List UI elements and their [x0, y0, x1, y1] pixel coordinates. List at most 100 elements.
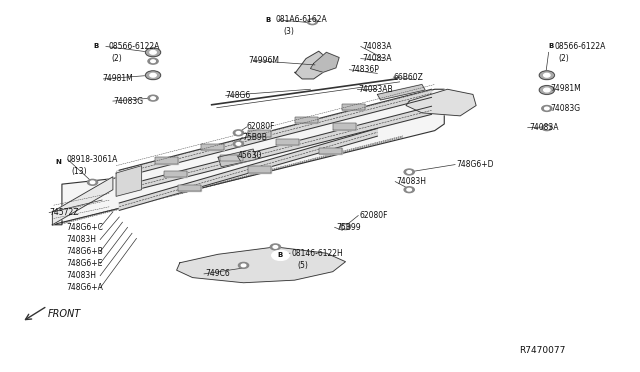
Circle shape	[241, 264, 246, 267]
Circle shape	[273, 246, 278, 248]
Circle shape	[407, 171, 412, 173]
Polygon shape	[119, 89, 431, 178]
Text: 62080F: 62080F	[246, 122, 275, 131]
Polygon shape	[378, 84, 425, 100]
Bar	[202, 144, 225, 150]
Circle shape	[236, 142, 241, 145]
Bar	[295, 117, 318, 124]
Circle shape	[234, 141, 244, 147]
Bar	[155, 157, 177, 164]
Text: 74996M: 74996M	[248, 56, 280, 65]
Circle shape	[404, 187, 414, 193]
Bar	[248, 166, 271, 173]
Circle shape	[151, 60, 156, 62]
Text: 749C6: 749C6	[205, 269, 230, 278]
Text: 74083A: 74083A	[362, 42, 392, 51]
Polygon shape	[119, 128, 378, 211]
Text: 08566-6122A: 08566-6122A	[108, 42, 160, 51]
Text: 74836P: 74836P	[351, 65, 380, 74]
Circle shape	[343, 225, 348, 228]
Text: 74572Z: 74572Z	[49, 208, 79, 217]
Text: 74083AB: 74083AB	[358, 85, 393, 94]
Text: 748G6+E: 748G6+E	[67, 259, 103, 268]
Circle shape	[540, 71, 554, 80]
Text: 74083A: 74083A	[529, 123, 559, 132]
Circle shape	[88, 179, 98, 185]
Text: 75B99: 75B99	[336, 223, 360, 232]
Circle shape	[151, 97, 156, 99]
Polygon shape	[177, 247, 346, 283]
Text: 74083H: 74083H	[67, 235, 97, 244]
Text: 74083H: 74083H	[67, 271, 97, 280]
Text: 74981M: 74981M	[550, 84, 581, 93]
Bar	[333, 123, 356, 129]
Circle shape	[310, 20, 315, 23]
Circle shape	[545, 126, 549, 129]
Circle shape	[90, 181, 95, 184]
Circle shape	[545, 107, 549, 110]
Circle shape	[148, 95, 158, 101]
Text: (3): (3)	[284, 27, 294, 36]
Text: 08566-6122A: 08566-6122A	[554, 42, 606, 51]
Text: 74083G: 74083G	[113, 97, 143, 106]
Circle shape	[543, 88, 550, 92]
Circle shape	[270, 244, 280, 250]
Text: N: N	[56, 159, 61, 165]
Text: B: B	[93, 44, 99, 49]
Bar	[319, 148, 342, 154]
Polygon shape	[294, 51, 330, 79]
Polygon shape	[218, 149, 256, 167]
Circle shape	[541, 106, 552, 112]
Text: 74083H: 74083H	[396, 177, 426, 186]
Bar	[164, 171, 187, 177]
Circle shape	[543, 73, 550, 77]
Text: 08918-3061A: 08918-3061A	[67, 155, 118, 164]
Text: 74981M: 74981M	[102, 74, 133, 83]
Polygon shape	[116, 166, 141, 196]
Text: 748G6+C: 748G6+C	[67, 223, 103, 232]
Circle shape	[50, 157, 68, 167]
Text: B: B	[278, 253, 283, 259]
Text: (2): (2)	[558, 54, 569, 63]
Circle shape	[340, 224, 351, 230]
Circle shape	[404, 169, 414, 175]
Text: B: B	[265, 17, 270, 23]
Text: 45630: 45630	[237, 151, 262, 160]
Circle shape	[271, 250, 289, 260]
Bar	[220, 155, 243, 161]
Circle shape	[541, 41, 559, 52]
Text: 08146-6122H: 08146-6122H	[291, 249, 343, 258]
Text: B: B	[548, 44, 554, 49]
Text: R7470077: R7470077	[519, 346, 565, 355]
Bar	[248, 131, 271, 137]
Polygon shape	[119, 106, 431, 194]
Circle shape	[239, 262, 248, 268]
Text: FRONT: FRONT	[47, 309, 81, 318]
Polygon shape	[406, 89, 476, 116]
Circle shape	[234, 130, 244, 136]
Text: 74083G: 74083G	[550, 104, 580, 113]
Bar	[342, 103, 365, 110]
Polygon shape	[52, 177, 113, 225]
Circle shape	[150, 51, 156, 54]
Circle shape	[150, 73, 156, 77]
Circle shape	[307, 19, 317, 25]
Text: 748G6+A: 748G6+A	[67, 283, 103, 292]
Circle shape	[148, 58, 158, 64]
Bar	[276, 139, 300, 145]
Text: (13): (13)	[72, 167, 87, 176]
Text: 081A6-6162A: 081A6-6162A	[275, 15, 327, 24]
Text: 748G6: 748G6	[226, 91, 251, 100]
Polygon shape	[52, 89, 444, 225]
Circle shape	[145, 48, 161, 57]
Circle shape	[407, 188, 412, 191]
Circle shape	[236, 132, 241, 134]
Circle shape	[541, 125, 552, 131]
Text: 748G6+B: 748G6+B	[67, 247, 103, 256]
Circle shape	[87, 41, 104, 52]
Text: 75B9B: 75B9B	[243, 133, 267, 142]
Bar	[178, 185, 201, 191]
Text: 66B60Z: 66B60Z	[394, 73, 423, 81]
Circle shape	[259, 15, 276, 25]
Text: 748G6+D: 748G6+D	[456, 160, 494, 169]
